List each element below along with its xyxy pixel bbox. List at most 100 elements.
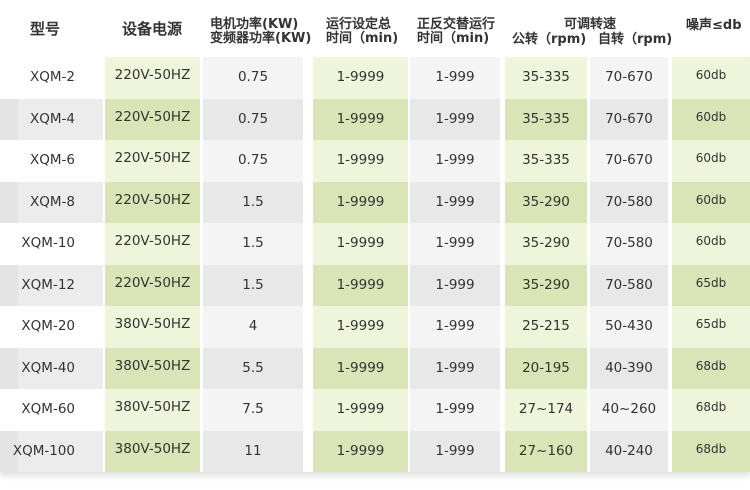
rotation-cell: 70-580 bbox=[590, 181, 668, 223]
alt-time-cell: 1-999 bbox=[410, 181, 500, 223]
rotation-cell: 70-580 bbox=[590, 264, 668, 306]
revolution-cell: 35-290 bbox=[505, 223, 587, 265]
model-cell: XQM-40 bbox=[0, 347, 103, 389]
power-cell: 220V-50HZ bbox=[105, 98, 200, 140]
model-cell: XQM-12 bbox=[0, 264, 103, 306]
alt-time-cell: 1-999 bbox=[410, 98, 500, 140]
table-row: XQM-10 220V-50HZ 1.5 1-9999 1-999 35-290 70-58… bbox=[0, 223, 750, 265]
revolution-cell: 35-335 bbox=[505, 98, 587, 140]
model-cell: XQM-4 bbox=[0, 98, 103, 140]
alt-time-cell: 1-999 bbox=[410, 389, 500, 431]
power-cell: 220V-50HZ bbox=[105, 264, 200, 306]
kw-cell: 1.5 bbox=[203, 181, 303, 223]
power-cell: 220V-50HZ bbox=[105, 181, 200, 223]
model-cell: XQM-100 bbox=[0, 430, 103, 472]
alt-time-cell: 1-999 bbox=[410, 430, 500, 472]
power-cell: 380V-50HZ bbox=[105, 347, 200, 389]
total-time-cell: 1-9999 bbox=[313, 389, 408, 431]
rotation-cell: 50-430 bbox=[590, 306, 668, 348]
table-row: XQM-2 220V-50HZ 0.75 1-9999 1-999 35-335 70-67… bbox=[0, 57, 750, 99]
total-time-cell: 1-9999 bbox=[313, 264, 408, 306]
table-row: XQM-6 220V-50HZ 0.75 1-9999 1-999 35-335 70-67… bbox=[0, 140, 750, 182]
table-row: XQM-40 380V-50HZ 5.5 1-9999 1-999 20-195 40-39… bbox=[0, 347, 750, 389]
table-row: XQM-60 380V-50HZ 7.5 1-9999 1-999 27~174 40~26… bbox=[0, 389, 750, 431]
power-cell: 220V-50HZ bbox=[105, 140, 200, 182]
model-cell: XQM-8 bbox=[0, 181, 103, 223]
kw-cell: 0.75 bbox=[203, 57, 303, 99]
total-time-cell: 1-9999 bbox=[313, 306, 408, 348]
kw-cell: 7.5 bbox=[203, 389, 303, 431]
model-cell: XQM-20 bbox=[21, 318, 75, 334]
rotation-cell: 40-240 bbox=[590, 430, 668, 472]
total-time-cell: 1-9999 bbox=[313, 430, 408, 472]
kw-cell: 1.5 bbox=[203, 264, 303, 306]
alt-time-cell: 1-999 bbox=[410, 223, 500, 265]
table-row: XQM-8 220V-50HZ 1.5 1-9999 1-999 35-290 70-580… bbox=[0, 181, 750, 223]
total-time-cell: 1-9999 bbox=[313, 223, 408, 265]
alt-time-cell: 1-999 bbox=[410, 140, 500, 182]
noise-cell: 60db bbox=[672, 223, 750, 265]
table-row: XQM-12 220V-50HZ 1.5 1-9999 1-999 35-290 70-58… bbox=[0, 264, 750, 306]
revolution-cell: 35-290 bbox=[505, 264, 587, 306]
model-cell: XQM-60 bbox=[21, 401, 75, 417]
alt-time-cell: 1-999 bbox=[410, 57, 500, 99]
rotation-cell: 70-670 bbox=[590, 57, 668, 99]
table-row: XQM-20 380V-50HZ 4 1-9999 1-999 25-215 50-430 6… bbox=[0, 306, 750, 348]
noise-cell: 65db bbox=[672, 306, 750, 348]
revolution-cell: 25-215 bbox=[505, 306, 587, 348]
noise-cell: 68db bbox=[672, 347, 750, 389]
kw-cell: 1.5 bbox=[203, 223, 303, 265]
power-cell: 380V-50HZ bbox=[105, 306, 200, 348]
revolution-cell: 20-195 bbox=[505, 347, 587, 389]
revolution-cell: 27~160 bbox=[505, 430, 587, 472]
revolution-cell: 35-335 bbox=[505, 57, 587, 99]
revolution-cell: 35-290 bbox=[505, 181, 587, 223]
noise-cell: 60db bbox=[672, 140, 750, 182]
noise-cell: 60db bbox=[672, 98, 750, 140]
alt-time-cell: 1-999 bbox=[410, 306, 500, 348]
rotation-cell: 40-390 bbox=[590, 347, 668, 389]
table-row: XQM-4 220V-50HZ 0.75 1-9999 1-999 35-335 70-67… bbox=[0, 98, 750, 140]
alt-time-cell: 1-999 bbox=[410, 264, 500, 306]
noise-cell: 60db bbox=[672, 57, 750, 99]
total-time-cell: 1-9999 bbox=[313, 347, 408, 389]
revolution-cell: 35-335 bbox=[505, 140, 587, 182]
rotation-cell: 70-670 bbox=[590, 98, 668, 140]
noise-cell: 60db bbox=[672, 181, 750, 223]
power-cell: 220V-50HZ bbox=[105, 57, 200, 99]
header-noise: 噪声≤db bbox=[686, 18, 742, 33]
header-speed: 可调转速 bbox=[564, 17, 617, 32]
header-power-source: 设备电源 bbox=[122, 20, 183, 38]
power-cell: 220V-50HZ bbox=[105, 223, 200, 265]
noise-cell: 65db bbox=[672, 264, 750, 306]
header-rotation: 自转（rpm) bbox=[598, 32, 673, 47]
table-row: XQM-100 380V-50HZ 11 1-9999 1-999 27~160 40-24… bbox=[0, 430, 750, 472]
total-time-cell: 1-9999 bbox=[313, 98, 408, 140]
power-cell: 380V-50HZ bbox=[105, 430, 200, 472]
rotation-cell: 40~260 bbox=[590, 389, 668, 431]
rotation-cell: 70-670 bbox=[590, 140, 668, 182]
kw-cell: 0.75 bbox=[203, 98, 303, 140]
kw-cell: 0.75 bbox=[203, 140, 303, 182]
model-cell: XQM-6 bbox=[30, 152, 75, 168]
header-total-time: 运行设定总 时间（min) bbox=[326, 17, 399, 46]
rotation-cell: 70-580 bbox=[590, 223, 668, 265]
header-alt-time: 正反交替运行 时间（min) bbox=[417, 17, 496, 46]
noise-cell: 68db bbox=[672, 389, 750, 431]
total-time-cell: 1-9999 bbox=[313, 140, 408, 182]
header-motor-power: 电机功率(KW) 变频器功率(KW) bbox=[210, 17, 312, 46]
kw-cell: 5.5 bbox=[203, 347, 303, 389]
revolution-cell: 27~174 bbox=[505, 389, 587, 431]
power-cell: 380V-50HZ bbox=[105, 389, 200, 431]
total-time-cell: 1-9999 bbox=[313, 181, 408, 223]
model-cell: XQM-10 bbox=[21, 235, 75, 251]
kw-cell: 4 bbox=[203, 306, 303, 348]
header-model: 型号 bbox=[30, 20, 61, 38]
model-cell: XQM-2 bbox=[30, 69, 75, 85]
total-time-cell: 1-9999 bbox=[313, 57, 408, 99]
table-header: 型号 设备电源 电机功率(KW) 变频器功率(KW) 运行设定总 时间（min) 正… bbox=[0, 0, 750, 57]
kw-cell: 11 bbox=[203, 430, 303, 472]
header-revolution: 公转（rpm) bbox=[512, 32, 587, 47]
spec-table: XQM-2 220V-50HZ 0.75 1-9999 1-999 35-335 70-67… bbox=[0, 57, 750, 472]
noise-cell: 68db bbox=[672, 430, 750, 472]
